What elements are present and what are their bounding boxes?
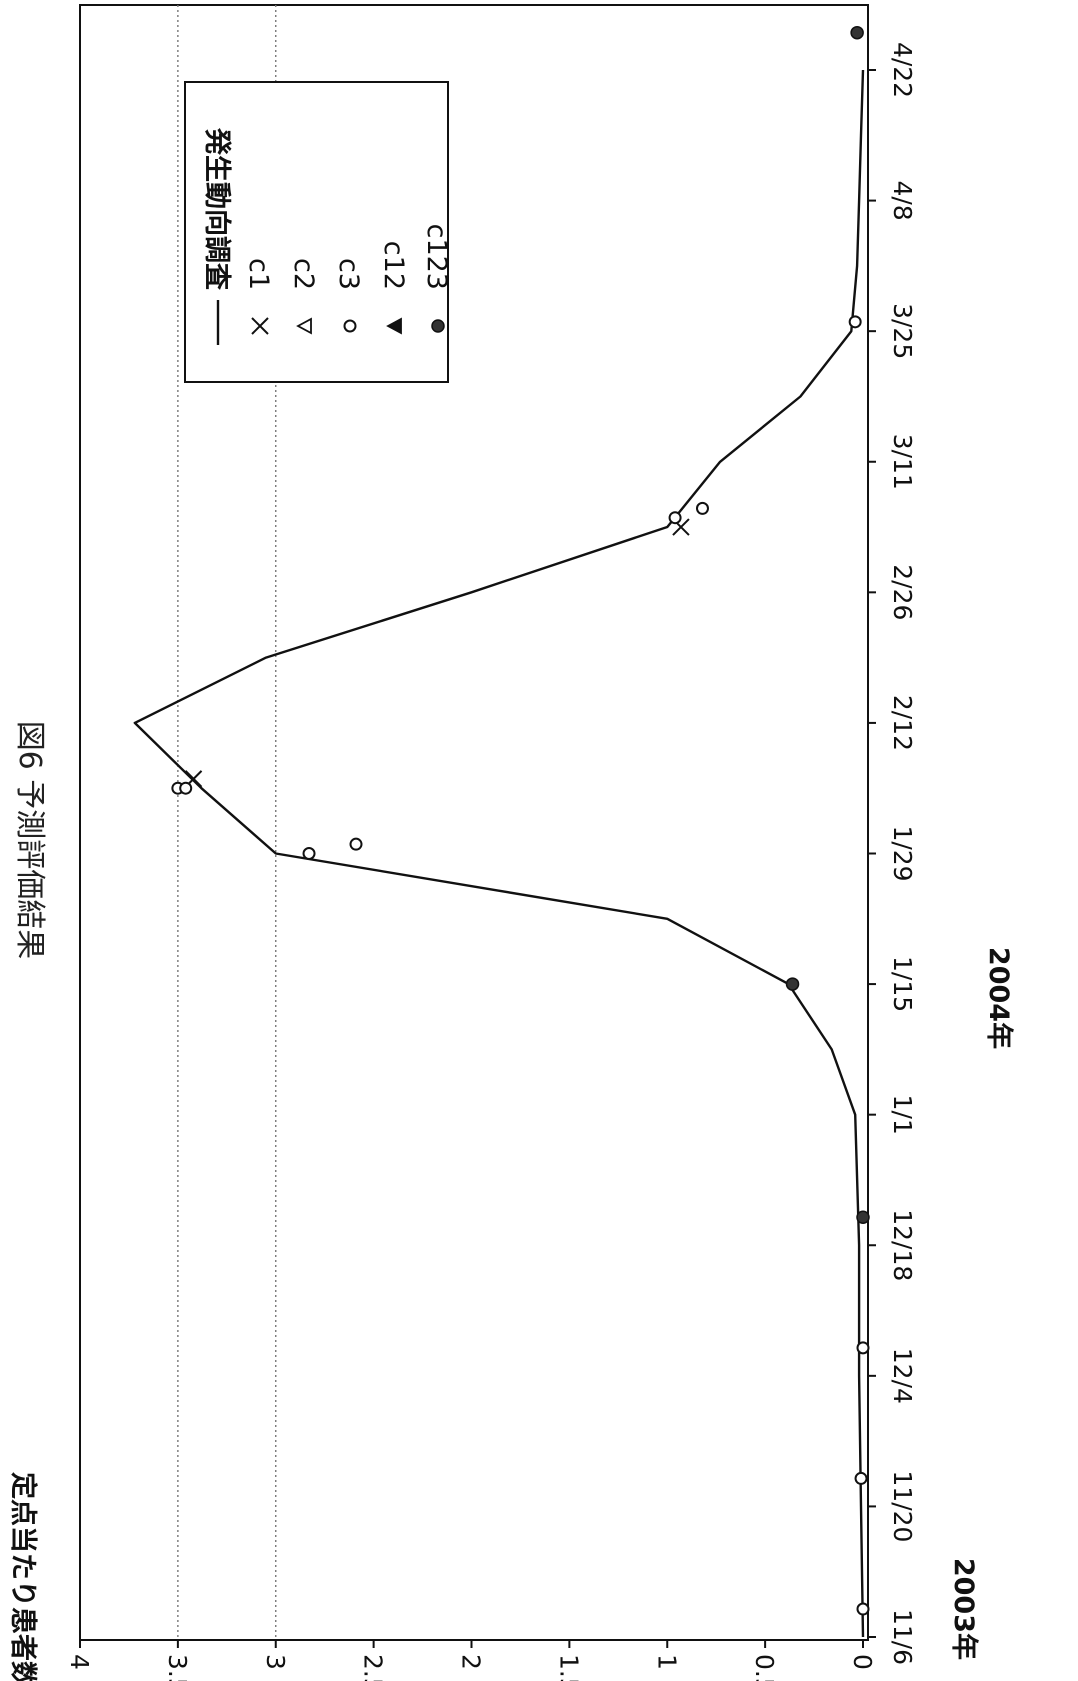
legend-label: c2	[288, 258, 319, 290]
data-point-c3-4	[349, 837, 363, 851]
x-tick-label: 1/1	[888, 1095, 917, 1135]
series-line-0	[133, 69, 865, 1638]
legend-label: c1	[243, 258, 274, 290]
legend-swatch-c123	[431, 319, 445, 333]
legend-swatch-c12	[386, 317, 402, 335]
y-tick-label: 4	[65, 1654, 94, 1670]
legend-label: c3	[333, 258, 364, 290]
y-tick-label: 0.5	[750, 1654, 779, 1681]
chart-legend: 発生動向調査 c1 c2 c3 c12 c123	[184, 81, 452, 383]
data-point-c3-0	[856, 1602, 870, 1616]
series-layer	[133, 25, 870, 1638]
y-tick-label: 2	[457, 1654, 486, 1670]
x-tick-label: 12/18	[888, 1209, 917, 1281]
x-axis-ticks: 11/6 11/20 12/4 12/18 1/1 1/15 1/29 2/12 2/26 3/1…	[868, 42, 917, 1665]
x-tick-label: 12/4	[888, 1348, 917, 1404]
data-point-c123-2	[850, 25, 864, 40]
legend-swatch-c1	[251, 317, 269, 335]
x-tick-label: 3/25	[888, 303, 917, 359]
data-point-c3-9	[848, 315, 862, 329]
y-axis-label: 定点当たり患者数	[7, 1472, 39, 1681]
legend-entries: 発生動向調査 c1 c2 c3 c12 c123	[201, 127, 452, 345]
y-tick-label: 3	[261, 1654, 290, 1670]
x-tick-label: 11/20	[888, 1470, 917, 1542]
legend-label: c123	[421, 224, 452, 290]
y-tick-label: 1	[652, 1654, 681, 1670]
y-tick-label: 1.5	[554, 1654, 583, 1681]
year-label-2004: 2004年	[983, 947, 1015, 1049]
x-tick-label: 2/12	[888, 695, 917, 751]
x-tick-label: 1/29	[888, 825, 917, 881]
chart-title: 図6 予測評価結果	[12, 721, 47, 960]
plot-area-frame	[79, 4, 869, 1641]
y-tick-label: 0	[848, 1654, 877, 1670]
x-tick-label: 3/11	[888, 434, 917, 490]
data-point-c3-3	[302, 847, 316, 860]
data-point-c3-8	[695, 501, 709, 515]
x-tick-label: 4/22	[888, 42, 917, 98]
x-tick-label: 11/6	[888, 1609, 917, 1665]
data-point-c3-6	[179, 781, 193, 795]
data-point-c123-0	[856, 1210, 870, 1225]
data-point-c3-1	[854, 1471, 868, 1485]
x-tick-label: 4/8	[888, 180, 917, 220]
y-tick-label: 2.5	[359, 1654, 388, 1681]
x-tick-label: 1/15	[888, 956, 917, 1012]
legend-label: c12	[378, 241, 409, 290]
legend-box	[184, 81, 449, 383]
legend-swatch-c2	[296, 317, 312, 335]
legend-swatch-c3	[343, 319, 357, 333]
y-tick-label: 3.5	[163, 1654, 192, 1681]
legend-label: 発生動向調査	[201, 127, 233, 290]
data-point-c123-1	[785, 977, 800, 991]
data-point-c3-2	[856, 1341, 870, 1355]
data-point-c3-7	[668, 511, 682, 525]
year-label-2003: 2003年	[948, 1558, 980, 1660]
x-tick-label: 2/26	[888, 564, 917, 620]
y-axis-ticks: 0 0.5 1 1.5 2 2.5 3 3.5 4	[65, 1640, 877, 1681]
